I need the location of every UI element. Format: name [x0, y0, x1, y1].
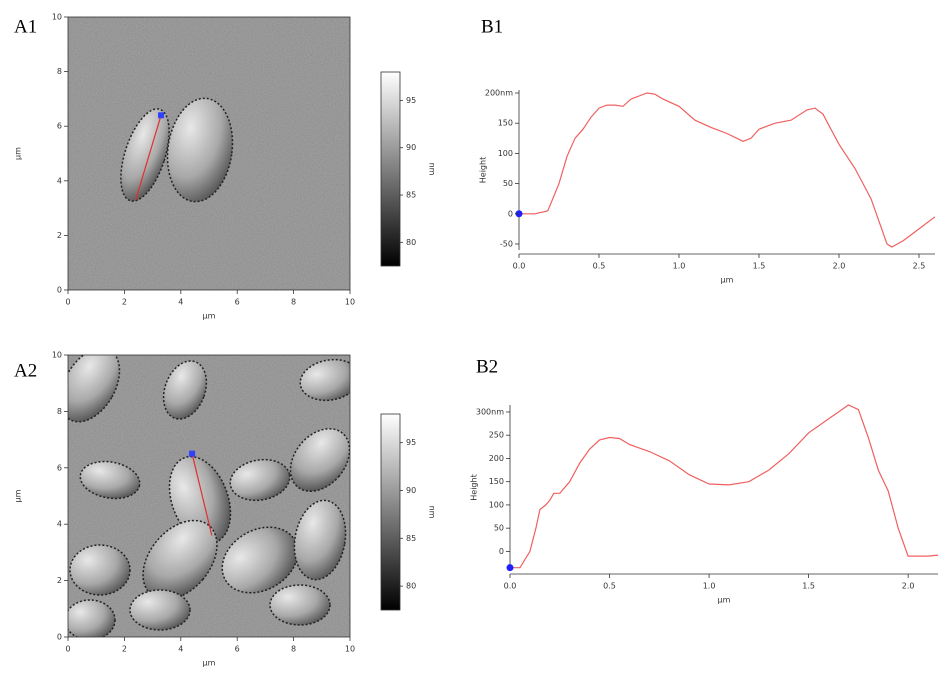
x-axis-label: µm — [203, 312, 216, 321]
x-tick-label: 1.0 — [703, 582, 716, 591]
x-axis-label: µm — [718, 596, 731, 605]
cell — [129, 589, 191, 631]
cell — [221, 526, 299, 594]
y-tick-label: 50 — [494, 524, 504, 533]
colorbar-tick-label: 95 — [406, 438, 416, 447]
x-tick-label: 1.5 — [802, 582, 815, 591]
cell — [299, 358, 350, 402]
x-tick-label: 2.5 — [913, 262, 926, 271]
x-tick-label: 4 — [178, 645, 183, 654]
y-tick-label: 4 — [57, 520, 62, 529]
y-tick-label: -50 — [500, 239, 513, 248]
y-axis-label: Height — [470, 474, 479, 500]
x-tick-label: 0.0 — [504, 582, 517, 591]
colorbar — [380, 413, 401, 611]
cell — [79, 460, 141, 500]
y-axis-label: µm — [14, 489, 23, 502]
height-profile — [519, 92, 936, 248]
y-tick-label: 10 — [52, 13, 62, 22]
colorbar-tick-label: 85 — [406, 191, 416, 200]
y-tick-label: 200nm — [485, 89, 513, 98]
x-tick-label: 10 — [345, 645, 355, 654]
y-tick-label: 8 — [57, 407, 62, 416]
x-tick-label: 0.0 — [513, 262, 526, 271]
cell — [229, 458, 291, 502]
y-tick-label: 0 — [57, 633, 62, 642]
x-tick-label: 8 — [291, 298, 296, 307]
profile-line — [135, 115, 162, 201]
y-tick-label: 0 — [499, 547, 504, 556]
x-tick-label: 2.0 — [902, 582, 915, 591]
x-tick-label: 6 — [235, 645, 240, 654]
y-tick-label: 100 — [489, 500, 504, 509]
image-frame — [67, 354, 351, 638]
y-tick-label: 200 — [489, 454, 504, 463]
x-tick-label: 2 — [122, 298, 127, 307]
y-tick-label: 250 — [489, 431, 504, 440]
x-tick-label: 0.5 — [603, 582, 616, 591]
profile-end — [158, 112, 165, 119]
cell — [289, 427, 350, 493]
cell — [166, 97, 234, 203]
y-axis-label: Height — [479, 157, 488, 183]
colorbar-tick-label: 90 — [406, 486, 416, 495]
y-tick-label: 100 — [498, 149, 513, 158]
y-axis-label: µm — [14, 147, 23, 160]
x-axis-label: µm — [203, 659, 216, 668]
colorbar — [380, 71, 401, 267]
colorbar-label: nm — [428, 506, 437, 519]
y-tick-label: 6 — [57, 122, 62, 131]
y-tick-label: 6 — [57, 463, 62, 472]
panel-label: A2 — [14, 360, 37, 381]
y-tick-label: 0 — [508, 209, 513, 218]
x-tick-label: 1.0 — [673, 262, 686, 271]
x-tick-label: 1.5 — [753, 262, 766, 271]
panel-label: B2 — [476, 356, 498, 377]
x-tick-label: 8 — [291, 645, 296, 654]
x-tick-label: 2 — [122, 645, 127, 654]
x-tick-label: 4 — [178, 298, 183, 307]
y-tick-label: 0 — [57, 286, 62, 295]
y-tick-label: 10 — [52, 351, 62, 360]
colorbar-tick-label: 80 — [406, 238, 416, 247]
y-tick-label: 4 — [57, 176, 62, 185]
cell — [269, 584, 331, 626]
y-tick-label: 150 — [489, 477, 504, 486]
y-tick-label: 2 — [57, 576, 62, 585]
y-tick-label: 300nm — [476, 407, 504, 416]
y-tick-label: 150 — [498, 119, 513, 128]
y-tick-label: 8 — [57, 67, 62, 76]
colorbar-tick-label: 90 — [406, 143, 416, 152]
y-tick-label: 2 — [57, 231, 62, 240]
cell — [293, 499, 347, 581]
profile-end — [189, 450, 196, 457]
image-frame — [67, 16, 351, 291]
panel-label: B1 — [481, 16, 503, 37]
cell — [68, 599, 116, 637]
colorbar-tick-label: 80 — [406, 582, 416, 591]
colorbar-label: nm — [428, 163, 437, 176]
afm-image — [68, 355, 350, 637]
x-axis-label: µm — [721, 276, 734, 285]
x-tick-label: 0.5 — [593, 262, 606, 271]
cell — [69, 544, 131, 596]
x-tick-label: 2.0 — [833, 262, 846, 271]
profile-line — [191, 453, 213, 536]
colorbar-tick-label: 85 — [406, 534, 416, 543]
y-tick-label: 50 — [503, 179, 513, 188]
cell — [142, 519, 218, 601]
cell — [162, 360, 208, 420]
colorbar-tick-label: 95 — [406, 96, 416, 105]
x-tick-label: 10 — [345, 298, 355, 307]
x-tick-label: 0 — [65, 298, 70, 307]
x-tick-label: 6 — [235, 298, 240, 307]
afm-image — [68, 17, 350, 290]
cell — [120, 108, 170, 202]
x-tick-label: 0 — [65, 645, 70, 654]
start-marker — [506, 564, 514, 572]
cell — [68, 355, 121, 423]
height-profile — [510, 404, 939, 569]
panel-label: A1 — [14, 16, 37, 37]
